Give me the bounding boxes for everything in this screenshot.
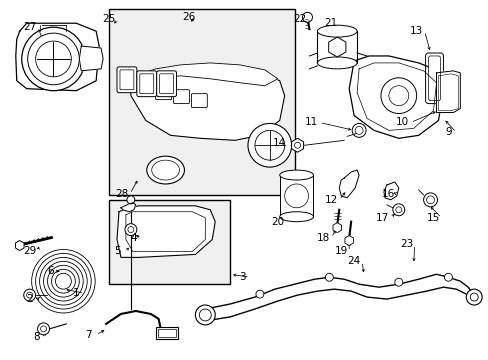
FancyBboxPatch shape (160, 74, 173, 94)
Circle shape (444, 273, 451, 281)
Polygon shape (16, 23, 99, 91)
Circle shape (21, 27, 85, 91)
Text: 5: 5 (115, 247, 121, 256)
FancyBboxPatch shape (173, 90, 189, 104)
Circle shape (294, 142, 300, 148)
Circle shape (124, 224, 137, 235)
Text: 19: 19 (334, 247, 347, 256)
Text: 17: 17 (376, 213, 389, 223)
Circle shape (38, 323, 49, 335)
Text: 26: 26 (182, 12, 195, 22)
Text: 16: 16 (382, 189, 395, 199)
Text: 2: 2 (26, 294, 33, 304)
Circle shape (41, 326, 46, 332)
FancyBboxPatch shape (137, 71, 156, 96)
Text: 24: 24 (347, 256, 360, 266)
Circle shape (325, 273, 333, 281)
Bar (109, 9, 294, 195)
Circle shape (27, 292, 33, 298)
Polygon shape (339, 170, 358, 198)
Text: 22: 22 (292, 14, 305, 24)
Circle shape (392, 204, 404, 216)
Polygon shape (131, 66, 284, 140)
Polygon shape (79, 46, 103, 71)
Polygon shape (348, 56, 443, 138)
Circle shape (354, 126, 362, 134)
Ellipse shape (279, 212, 313, 222)
Bar (109, 200, 230, 284)
Polygon shape (136, 63, 277, 86)
Polygon shape (121, 203, 136, 212)
Bar (317, 31, 356, 63)
Ellipse shape (151, 160, 179, 180)
Text: 25: 25 (102, 14, 116, 24)
Ellipse shape (279, 170, 313, 180)
Circle shape (199, 309, 211, 321)
Text: 27: 27 (23, 22, 36, 32)
FancyBboxPatch shape (138, 82, 153, 96)
FancyBboxPatch shape (155, 86, 171, 100)
Circle shape (380, 78, 416, 113)
Text: 8: 8 (33, 332, 40, 342)
Ellipse shape (317, 25, 356, 37)
FancyBboxPatch shape (120, 70, 134, 90)
FancyBboxPatch shape (427, 56, 440, 100)
Bar (157, 329, 175, 337)
FancyBboxPatch shape (425, 53, 443, 104)
Text: 14: 14 (272, 138, 286, 148)
FancyBboxPatch shape (140, 74, 153, 94)
Circle shape (351, 123, 366, 137)
Text: 28: 28 (115, 189, 128, 199)
Circle shape (247, 123, 291, 167)
Circle shape (394, 278, 402, 286)
Text: 3: 3 (238, 272, 245, 282)
Bar (155, 327, 177, 339)
Polygon shape (383, 182, 398, 200)
Text: 23: 23 (399, 239, 412, 249)
Circle shape (388, 86, 408, 105)
Text: 12: 12 (324, 195, 337, 205)
Ellipse shape (317, 57, 356, 69)
FancyBboxPatch shape (117, 67, 137, 93)
Circle shape (128, 227, 134, 233)
Text: 20: 20 (271, 217, 284, 227)
Text: 11: 11 (304, 117, 318, 127)
Circle shape (395, 207, 401, 213)
Text: 13: 13 (409, 26, 423, 36)
Circle shape (36, 41, 71, 77)
Circle shape (426, 196, 434, 204)
Circle shape (24, 289, 36, 301)
Circle shape (127, 196, 135, 204)
Circle shape (195, 305, 215, 325)
Text: 4: 4 (130, 233, 137, 243)
Text: 1: 1 (73, 288, 80, 298)
Circle shape (255, 290, 264, 298)
Text: 9: 9 (444, 127, 451, 138)
Circle shape (284, 184, 308, 208)
Polygon shape (436, 71, 459, 113)
Ellipse shape (146, 156, 184, 184)
Circle shape (469, 293, 477, 301)
Text: 15: 15 (426, 213, 439, 223)
Text: 10: 10 (395, 117, 408, 127)
Text: 21: 21 (324, 18, 337, 28)
Circle shape (423, 193, 437, 207)
Text: 29: 29 (23, 247, 36, 256)
FancyBboxPatch shape (191, 94, 207, 108)
Circle shape (254, 130, 284, 160)
Text: 18: 18 (316, 233, 329, 243)
Polygon shape (117, 206, 215, 257)
Circle shape (28, 33, 79, 85)
Bar (279, 175, 313, 217)
Text: 6: 6 (47, 266, 54, 276)
Text: 7: 7 (85, 330, 91, 340)
FancyBboxPatch shape (156, 71, 176, 96)
Circle shape (302, 12, 312, 22)
Circle shape (466, 289, 481, 305)
